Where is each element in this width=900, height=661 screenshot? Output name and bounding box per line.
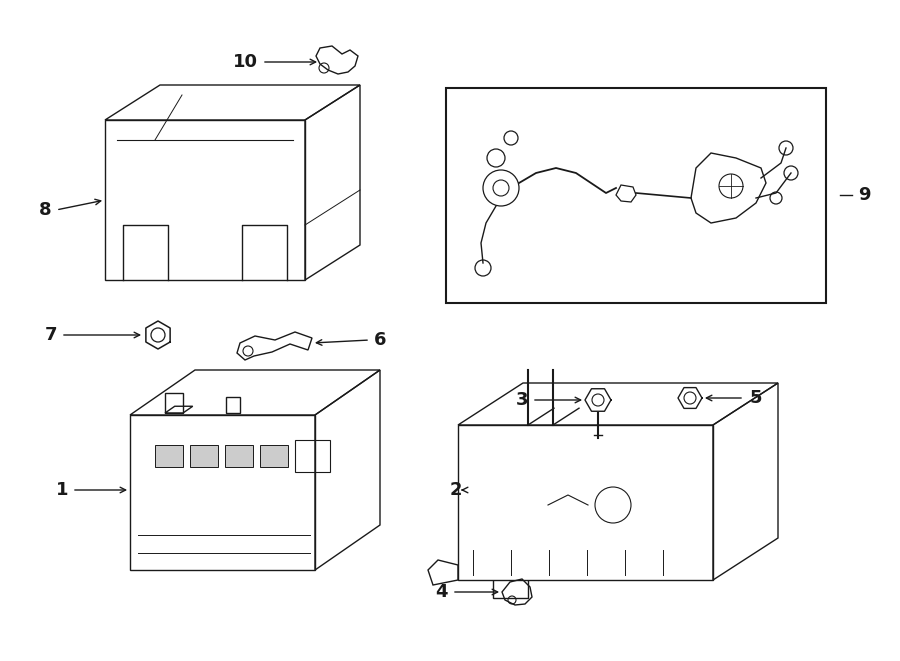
Text: 9: 9 xyxy=(858,186,870,204)
Text: 4: 4 xyxy=(436,583,448,601)
Text: 5: 5 xyxy=(750,389,762,407)
Bar xyxy=(190,445,218,467)
Text: 1: 1 xyxy=(56,481,68,499)
Text: 3: 3 xyxy=(516,391,528,409)
Text: 8: 8 xyxy=(40,201,52,219)
Text: 6: 6 xyxy=(374,331,386,349)
Bar xyxy=(155,445,183,467)
Text: 7: 7 xyxy=(44,326,57,344)
Bar xyxy=(295,440,330,472)
Text: 2: 2 xyxy=(449,481,462,499)
Bar xyxy=(446,88,826,303)
Text: 10: 10 xyxy=(233,53,258,71)
Bar xyxy=(260,445,288,467)
Bar xyxy=(225,445,253,467)
